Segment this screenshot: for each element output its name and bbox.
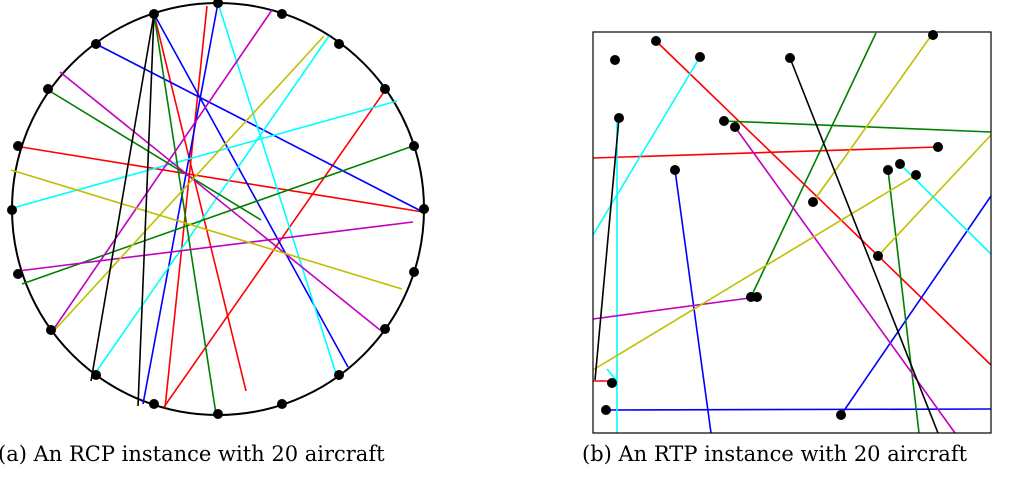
rtp-aircraft-points bbox=[601, 30, 943, 420]
trajectory-line-b-16 bbox=[789, 57, 939, 434]
aircraft-point-a-13 bbox=[91, 370, 101, 380]
trajectory-line-a-15 bbox=[17, 221, 414, 272]
aircraft-point-a-5 bbox=[409, 141, 419, 151]
aircraft-point-a-11 bbox=[213, 409, 223, 419]
trajectory-line-a-6 bbox=[142, 2, 219, 405]
trajectory-line-b-11 bbox=[734, 126, 956, 434]
aircraft-point-a-0 bbox=[149, 9, 159, 19]
trajectory-line-b-10 bbox=[887, 169, 920, 434]
trajectory-line-b-8 bbox=[723, 120, 992, 133]
trajectory-line-a-1 bbox=[153, 13, 247, 392]
aircraft-point-a-2 bbox=[277, 9, 287, 19]
aircraft-point-b-7 bbox=[730, 122, 740, 132]
trajectory-line-a-7 bbox=[8, 100, 398, 210]
aircraft-point-b-1 bbox=[651, 36, 661, 46]
aircraft-point-a-18 bbox=[43, 84, 53, 94]
trajectory-line-a-13 bbox=[59, 71, 381, 331]
aircraft-point-b-16 bbox=[752, 292, 762, 302]
trajectory-line-b-3 bbox=[840, 195, 992, 416]
trajectory-line-a-19 bbox=[137, 13, 155, 407]
aircraft-point-b-11 bbox=[895, 159, 905, 169]
aircraft-point-b-8 bbox=[933, 142, 943, 152]
trajectory-line-b-0 bbox=[655, 40, 992, 366]
aircraft-point-b-2 bbox=[695, 52, 705, 62]
trajectory-line-b-2 bbox=[674, 169, 712, 434]
aircraft-point-b-9 bbox=[670, 165, 680, 175]
aircraft-point-a-19 bbox=[91, 39, 101, 49]
trajectory-line-b-12 bbox=[592, 296, 758, 320]
caption-a: (a) An RCP instance with 20 aircraft bbox=[0, 442, 385, 466]
trajectory-line-b-5 bbox=[592, 56, 701, 236]
trajectory-line-b-19 bbox=[606, 368, 618, 382]
trajectory-line-a-17 bbox=[10, 169, 403, 290]
aircraft-point-b-12 bbox=[911, 170, 921, 180]
trajectory-line-a-16 bbox=[50, 35, 325, 335]
rtp-trajectory-lines bbox=[592, 32, 992, 434]
aircraft-point-b-3 bbox=[785, 53, 795, 63]
panel-b-rtp-diagram bbox=[592, 30, 992, 434]
rtp-boundary-rect bbox=[592, 31, 992, 434]
trajectory-line-b-13 bbox=[812, 32, 934, 203]
aircraft-point-b-6 bbox=[719, 116, 729, 126]
trajectory-line-a-0 bbox=[164, 5, 208, 409]
caption-b: (b) An RTP instance with 20 aircraft bbox=[582, 442, 968, 466]
panel-a-rcp-diagram bbox=[7, 0, 429, 419]
aircraft-point-a-6 bbox=[419, 204, 429, 214]
trajectory-line-a-10 bbox=[47, 89, 262, 221]
aircraft-point-a-4 bbox=[380, 84, 390, 94]
trajectory-line-a-3 bbox=[163, 88, 387, 408]
trajectory-line-b-14 bbox=[592, 174, 917, 371]
rcp-aircraft-points bbox=[7, 0, 429, 419]
rcp-boundary-circle bbox=[11, 2, 425, 416]
trajectory-line-a-11 bbox=[153, 13, 217, 415]
aircraft-point-a-10 bbox=[277, 399, 287, 409]
aircraft-point-a-8 bbox=[380, 324, 390, 334]
aircraft-point-b-10 bbox=[883, 165, 893, 175]
trajectory-line-a-18 bbox=[90, 13, 155, 382]
aircraft-point-b-4 bbox=[928, 30, 938, 40]
aircraft-point-a-16 bbox=[7, 205, 17, 215]
trajectory-line-b-4 bbox=[604, 408, 992, 411]
aircraft-point-b-18 bbox=[601, 405, 611, 415]
trajectory-line-a-14 bbox=[50, 9, 273, 334]
aircraft-point-b-19 bbox=[836, 410, 846, 420]
trajectory-line-a-4 bbox=[95, 43, 424, 213]
aircraft-point-a-7 bbox=[409, 267, 419, 277]
trajectory-line-b-17 bbox=[594, 117, 620, 381]
aircraft-point-a-12 bbox=[149, 399, 159, 409]
trajectory-line-b-9 bbox=[750, 32, 877, 298]
aircraft-point-a-9 bbox=[334, 370, 344, 380]
aircraft-point-a-15 bbox=[13, 269, 23, 279]
rcp-trajectory-lines bbox=[8, 2, 424, 415]
trajectory-line-b-1 bbox=[592, 146, 939, 159]
aircraft-point-a-14 bbox=[46, 325, 56, 335]
aircraft-point-b-5 bbox=[614, 113, 624, 123]
aircraft-point-b-0 bbox=[610, 55, 620, 65]
trajectory-line-a-2 bbox=[14, 145, 424, 213]
trajectory-line-b-15 bbox=[877, 134, 992, 257]
aircraft-point-b-13 bbox=[808, 197, 818, 207]
trajectory-line-a-12 bbox=[21, 145, 414, 285]
trajectory-line-a-9 bbox=[217, 2, 339, 381]
aircraft-point-a-1 bbox=[213, 0, 223, 8]
aircraft-point-a-17 bbox=[13, 141, 23, 151]
aircraft-point-a-3 bbox=[334, 39, 344, 49]
trajectory-line-a-8 bbox=[93, 35, 330, 376]
aircraft-point-b-14 bbox=[873, 251, 883, 261]
aircraft-point-b-17 bbox=[607, 378, 617, 388]
